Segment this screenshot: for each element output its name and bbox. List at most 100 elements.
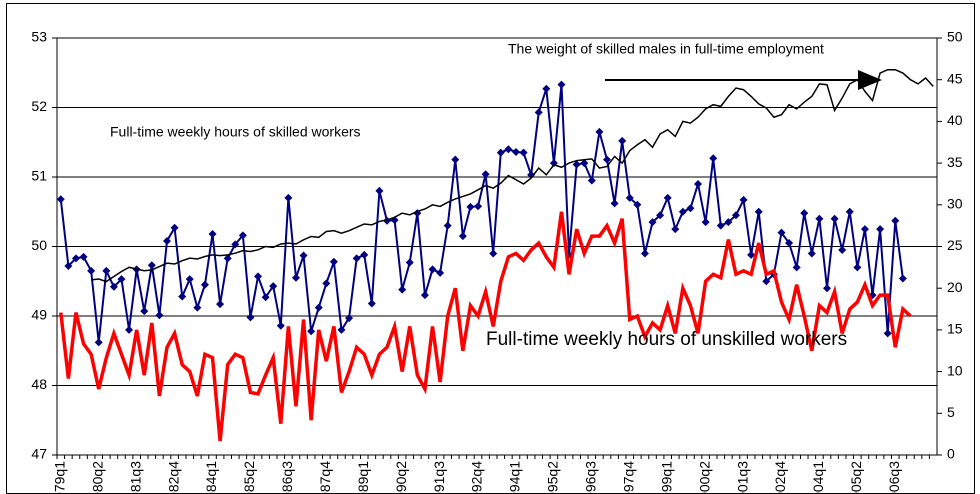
- y-tick-label: 47: [31, 446, 47, 462]
- y-tick-label: 51: [31, 168, 47, 184]
- x-tick-label: 2006q3: [886, 461, 902, 494]
- marker: [671, 225, 680, 234]
- x-tick-label: 1994q1: [507, 461, 523, 494]
- marker: [405, 258, 414, 267]
- marker: [580, 159, 589, 168]
- marker: [79, 252, 88, 261]
- marker: [618, 136, 627, 145]
- x-tick-label: 1995q2: [545, 461, 561, 494]
- marker: [185, 275, 194, 284]
- marker: [853, 263, 862, 272]
- marker: [883, 329, 892, 338]
- marker: [860, 225, 869, 234]
- y2-tick-label: 40: [947, 112, 963, 128]
- x-tick-label: 1980q2: [89, 461, 105, 494]
- marker: [147, 261, 156, 270]
- marker: [428, 265, 437, 274]
- marker: [663, 193, 672, 202]
- series-label: Full-time weekly hours of skilled worker…: [110, 124, 361, 140]
- y2-tick-label: 5: [947, 404, 955, 420]
- marker: [345, 314, 354, 323]
- marker: [800, 209, 809, 218]
- marker: [830, 214, 839, 223]
- marker: [603, 155, 611, 164]
- marker: [254, 272, 263, 281]
- marker: [102, 266, 111, 275]
- marker: [451, 155, 460, 164]
- marker: [466, 202, 475, 211]
- marker: [56, 195, 65, 204]
- marker: [474, 202, 483, 211]
- marker: [307, 327, 316, 336]
- marker: [109, 282, 118, 291]
- series-line: [59, 211, 912, 442]
- marker: [785, 239, 794, 248]
- marker: [360, 250, 369, 259]
- x-tick-label: 1981q3: [127, 461, 143, 494]
- marker: [64, 261, 73, 270]
- marker: [223, 254, 232, 263]
- x-tick-label: 1985q2: [241, 461, 257, 494]
- x-tick-label: 1989q1: [355, 461, 371, 494]
- y-tick-label: 52: [31, 98, 47, 114]
- x-tick-label: 1990q2: [393, 461, 409, 494]
- marker: [71, 254, 80, 263]
- marker: [527, 170, 536, 179]
- marker: [398, 285, 407, 294]
- marker: [170, 223, 179, 232]
- marker: [739, 195, 748, 204]
- marker: [94, 338, 103, 347]
- marker: [815, 214, 824, 223]
- marker: [845, 207, 854, 216]
- marker: [125, 325, 134, 334]
- marker: [337, 325, 346, 334]
- marker: [87, 266, 96, 275]
- marker: [572, 160, 581, 169]
- x-tick-label: 1997q4: [620, 461, 636, 494]
- series-line: [59, 84, 904, 343]
- marker: [777, 228, 786, 237]
- x-tick-label: 1982q4: [165, 461, 181, 494]
- y2-tick-label: 0: [947, 446, 955, 462]
- marker: [534, 108, 543, 117]
- x-tick-label: 2005q2: [848, 461, 864, 494]
- y-tick-label: 50: [31, 237, 47, 253]
- chart-frame: [6, 3, 975, 494]
- marker: [322, 279, 331, 288]
- marker: [489, 249, 498, 258]
- marker: [625, 193, 634, 202]
- y2-tick-label: 10: [947, 362, 963, 378]
- marker: [747, 250, 756, 259]
- marker: [542, 84, 551, 93]
- x-tick-label: 1992q4: [469, 461, 485, 494]
- marker: [208, 229, 217, 238]
- marker: [724, 218, 733, 227]
- marker: [375, 186, 384, 195]
- series-label: Full-time weekly hours of unskilled work…: [486, 329, 847, 350]
- marker: [587, 176, 596, 185]
- marker: [519, 148, 528, 157]
- marker: [898, 274, 907, 283]
- y2-tick-label: 25: [947, 237, 963, 253]
- marker: [701, 218, 710, 227]
- marker: [823, 284, 831, 293]
- x-tick-label: 1987q4: [317, 461, 333, 494]
- x-tick-label: 1986q3: [279, 461, 295, 494]
- marker: [504, 145, 513, 154]
- marker: [496, 148, 505, 157]
- marker: [678, 207, 687, 216]
- marker: [367, 299, 376, 308]
- marker: [807, 249, 816, 258]
- marker: [754, 207, 763, 216]
- x-tick-label: 2001q3: [734, 461, 750, 494]
- marker: [276, 321, 285, 330]
- marker: [709, 154, 718, 163]
- y-tick-label: 53: [31, 29, 47, 45]
- marker: [329, 257, 338, 266]
- marker: [458, 232, 467, 241]
- marker: [436, 268, 445, 277]
- marker: [640, 249, 649, 258]
- marker: [731, 211, 740, 220]
- marker: [193, 303, 202, 312]
